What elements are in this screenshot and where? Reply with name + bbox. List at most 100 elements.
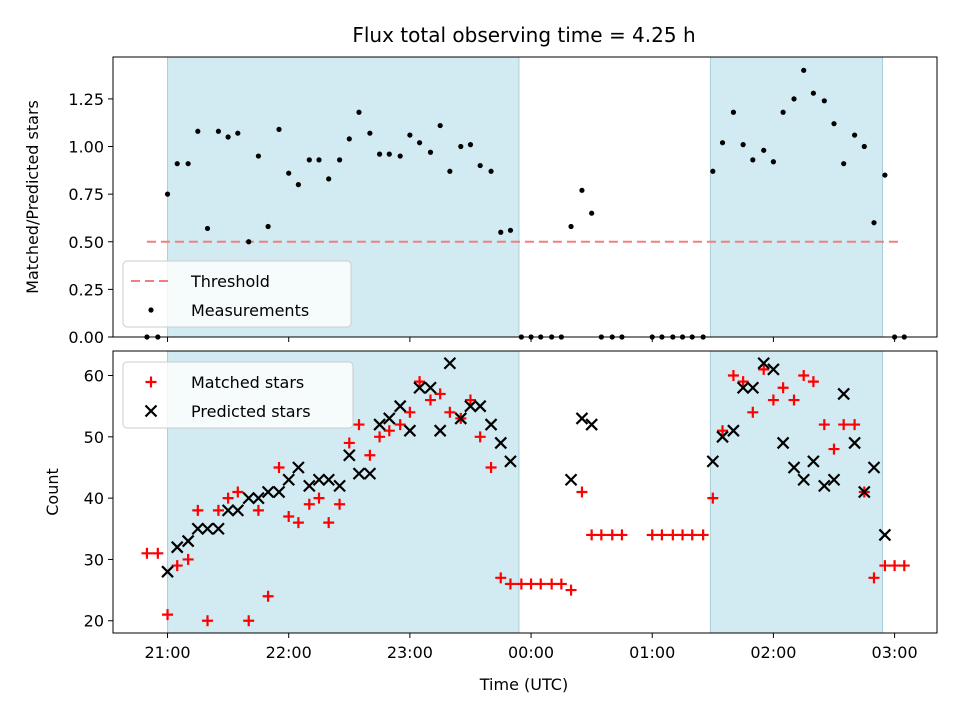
predicted-point [373,418,386,431]
predicted-point [776,436,790,450]
predicted-point [413,381,426,395]
measurement-point [376,151,383,157]
predicted-point [352,467,366,480]
matched-point [283,511,295,523]
matched-point [202,615,214,627]
predicted-point [504,455,517,468]
matched-point [555,578,567,590]
predicted-point [867,461,881,474]
predicted-point [878,528,892,542]
y-tick-label: 0.00 [68,328,104,347]
y-tick-label: 0.50 [68,233,104,252]
predicted-point [312,473,326,487]
predicted-point [363,467,377,480]
legend-label: Threshold [190,272,270,291]
predicted-point [736,381,750,395]
measurement-point [507,227,514,233]
predicted-point [181,534,195,548]
predicted-point [787,461,801,474]
predicted-point [303,479,316,493]
observing-window-shade [710,351,883,633]
measurement-point [316,157,322,163]
matched-point [849,419,861,431]
measurement-point [780,109,786,115]
legend-measurement-swatch [148,307,154,313]
measurement-point [204,225,211,232]
measurement-point [174,161,180,167]
measurement-point [246,239,252,245]
series-matched-stars [141,363,910,627]
predicted-point [858,485,871,499]
y-tick-label: 30 [84,550,104,569]
predicted-point [231,504,245,517]
measurement-point [416,140,423,146]
matched-point [898,560,910,572]
measurement-point [882,172,888,178]
predicted-point [827,473,841,487]
predicted-point [837,387,850,401]
matched-point [364,449,376,461]
matched-point [212,504,224,516]
matched-point [525,578,537,590]
predicted-point [333,479,346,493]
matched-point [879,560,891,572]
matched-point [141,547,153,559]
matched-point [262,590,274,602]
matched-point [788,394,800,406]
measurement-point [730,109,737,115]
matched-point [444,406,456,418]
matched-point [586,529,598,541]
predicted-point [797,473,810,487]
x-tick-label: 23:00 [387,643,433,662]
matched-point [474,431,486,443]
legend-label: Matched stars [191,373,304,392]
matched-point [353,419,365,431]
y-tick-label: 20 [84,612,104,631]
measurement-point [852,132,858,138]
measurement-point [386,151,392,157]
matched-point [252,504,264,516]
legend-box [122,260,352,328]
predicted-point [727,424,740,437]
measurement-point [801,67,807,73]
x-tick-label: 22:00 [266,643,312,662]
measurement-point [235,130,241,136]
measurement-point [871,220,877,226]
matched-point [464,394,476,406]
panel-counts: 20 30 40 50 60 21:00 22:00 23:00 00:00 01:00 02:00… [43,350,938,662]
measurement-point [498,229,504,235]
measurement-point [750,157,756,163]
measurement-point [185,161,191,167]
measurement-point [286,170,292,176]
matched-point [515,578,527,590]
matched-point [828,443,840,455]
matched-point [374,431,386,443]
matched-point [777,382,789,394]
predicted-point [191,522,205,536]
chart-title: Flux total observing time = 4.25 h [352,23,695,47]
predicted-point [343,448,356,462]
matched-point [656,529,668,541]
predicted-point [807,455,820,468]
measurement-point [255,153,262,159]
predicted-point [767,363,780,376]
predicted-point [201,522,214,536]
x-tick-label: 03:00 [872,643,918,662]
x-tick-label: 01:00 [629,643,675,662]
measurement-point [488,168,494,174]
measurement-point [719,140,726,146]
x-tick-label: 00:00 [508,643,554,662]
measurement-point [568,223,574,230]
axes-frame [112,56,938,338]
y-tick-label: 60 [84,367,104,386]
predicted-point [322,473,335,487]
predicted-point [292,461,305,474]
measurement-point [770,159,777,165]
predicted-point [212,522,225,536]
measurement-point [810,90,817,96]
measurement-point [579,187,585,193]
measurement-point [791,96,797,102]
x-tick-label: 21:00 [144,643,190,662]
legend-label: Predicted stars [191,402,311,421]
